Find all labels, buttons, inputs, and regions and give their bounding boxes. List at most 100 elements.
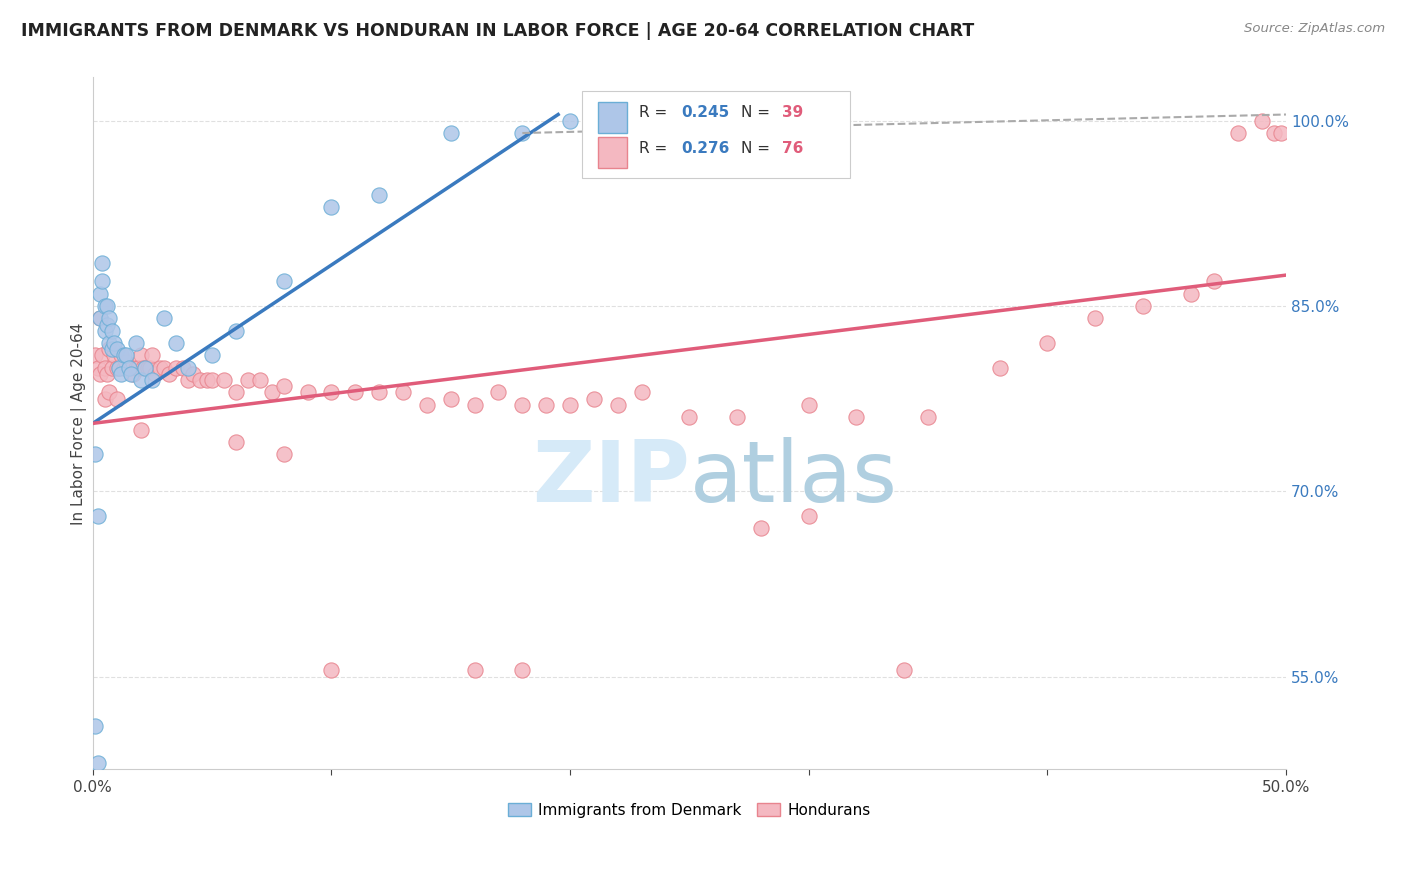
Point bbox=[273, 274, 295, 288]
Point bbox=[141, 348, 163, 362]
Point bbox=[134, 360, 156, 375]
Point bbox=[606, 398, 628, 412]
Point bbox=[321, 200, 343, 214]
FancyBboxPatch shape bbox=[598, 102, 627, 133]
Point bbox=[103, 336, 125, 351]
Point bbox=[201, 373, 224, 387]
Point bbox=[120, 360, 142, 375]
Point bbox=[1204, 274, 1226, 288]
Point bbox=[273, 447, 295, 461]
Point bbox=[1270, 126, 1292, 140]
Point bbox=[273, 379, 295, 393]
Text: atlas: atlas bbox=[689, 437, 897, 520]
Point bbox=[558, 398, 581, 412]
Point bbox=[195, 373, 218, 387]
Point bbox=[225, 385, 247, 400]
Point bbox=[127, 360, 149, 375]
Point bbox=[512, 398, 534, 412]
Point bbox=[188, 373, 211, 387]
Point bbox=[153, 360, 176, 375]
Text: Source: ZipAtlas.com: Source: ZipAtlas.com bbox=[1244, 22, 1385, 36]
Text: ZIP: ZIP bbox=[531, 437, 689, 520]
Text: N =: N = bbox=[741, 141, 775, 156]
Point bbox=[91, 274, 114, 288]
Point bbox=[678, 410, 700, 425]
Point bbox=[1263, 126, 1285, 140]
Text: N =: N = bbox=[741, 105, 775, 120]
Point bbox=[108, 360, 131, 375]
Point bbox=[117, 360, 139, 375]
Point bbox=[84, 348, 107, 362]
Point bbox=[91, 256, 114, 270]
Point bbox=[1036, 336, 1059, 351]
Point bbox=[86, 509, 108, 524]
Text: 0.276: 0.276 bbox=[681, 141, 730, 156]
Point bbox=[101, 343, 124, 357]
Point bbox=[172, 360, 194, 375]
Text: IMMIGRANTS FROM DENMARK VS HONDURAN IN LABOR FORCE | AGE 20-64 CORRELATION CHART: IMMIGRANTS FROM DENMARK VS HONDURAN IN L… bbox=[21, 22, 974, 40]
Point bbox=[321, 664, 343, 678]
Point bbox=[212, 373, 235, 387]
Point bbox=[84, 719, 107, 733]
Point bbox=[1084, 311, 1107, 326]
Point bbox=[1251, 113, 1274, 128]
Point bbox=[101, 324, 124, 338]
Point bbox=[297, 385, 319, 400]
Point bbox=[93, 360, 115, 375]
Point bbox=[86, 756, 108, 771]
Point bbox=[129, 423, 152, 437]
Point bbox=[1132, 299, 1154, 313]
Point bbox=[139, 360, 162, 375]
Point bbox=[141, 373, 163, 387]
Point bbox=[89, 311, 111, 326]
Point bbox=[84, 447, 107, 461]
Point bbox=[125, 360, 148, 375]
Point bbox=[110, 348, 132, 362]
Point bbox=[512, 126, 534, 140]
Point bbox=[93, 299, 115, 313]
Point bbox=[149, 360, 172, 375]
Point bbox=[260, 385, 283, 400]
Point bbox=[129, 348, 152, 362]
Point bbox=[125, 336, 148, 351]
Point bbox=[236, 373, 259, 387]
Point bbox=[225, 434, 247, 449]
Point bbox=[368, 187, 391, 202]
Point bbox=[917, 410, 939, 425]
Point bbox=[749, 521, 772, 535]
Point bbox=[89, 311, 111, 326]
Legend: Immigrants from Denmark, Hondurans: Immigrants from Denmark, Hondurans bbox=[502, 797, 877, 824]
Point bbox=[464, 398, 486, 412]
Point bbox=[136, 360, 159, 375]
Point bbox=[101, 360, 124, 375]
Y-axis label: In Labor Force | Age 20-64: In Labor Force | Age 20-64 bbox=[72, 322, 87, 524]
Point bbox=[110, 367, 132, 381]
Point bbox=[105, 343, 128, 357]
Point bbox=[91, 348, 114, 362]
FancyBboxPatch shape bbox=[598, 136, 627, 168]
Point bbox=[201, 348, 224, 362]
Point bbox=[225, 324, 247, 338]
Point bbox=[845, 410, 868, 425]
Point bbox=[392, 385, 415, 400]
Point bbox=[1180, 286, 1202, 301]
Point bbox=[143, 367, 166, 381]
Point bbox=[122, 367, 145, 381]
Point bbox=[630, 385, 652, 400]
Point bbox=[120, 367, 142, 381]
Point bbox=[416, 398, 439, 412]
Point bbox=[1227, 126, 1250, 140]
Point bbox=[93, 392, 115, 406]
Point bbox=[108, 360, 131, 375]
Point bbox=[134, 360, 156, 375]
Point bbox=[582, 392, 605, 406]
Point bbox=[725, 410, 748, 425]
Point bbox=[96, 318, 118, 332]
Text: 0.245: 0.245 bbox=[681, 105, 730, 120]
Point bbox=[89, 286, 111, 301]
Point bbox=[115, 354, 138, 368]
Point bbox=[98, 343, 121, 357]
Point bbox=[249, 373, 271, 387]
Point bbox=[157, 367, 180, 381]
Point bbox=[558, 113, 581, 128]
